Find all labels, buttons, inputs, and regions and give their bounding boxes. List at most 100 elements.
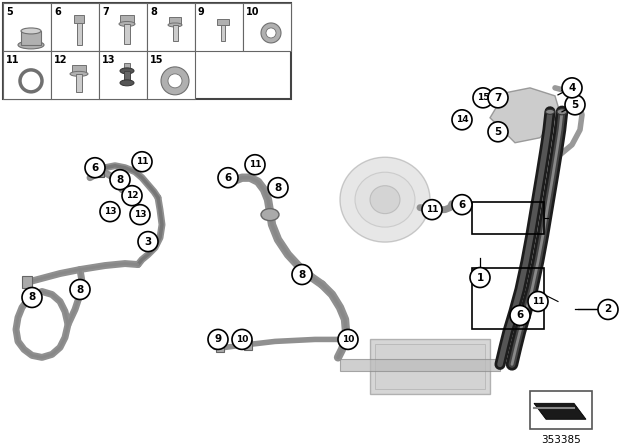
Ellipse shape [340, 157, 430, 242]
Bar [195, 3, 243, 51]
Bar [124, 24, 130, 44]
Bar [375, 345, 485, 389]
Ellipse shape [119, 22, 135, 26]
Bar [96, 171, 104, 177]
Bar [51, 3, 99, 51]
Text: 7: 7 [102, 7, 109, 17]
Circle shape [208, 329, 228, 349]
Text: 8: 8 [28, 293, 36, 302]
Circle shape [292, 265, 312, 284]
Text: 353385: 353385 [541, 435, 581, 445]
Circle shape [473, 88, 493, 108]
Text: 7: 7 [494, 93, 502, 103]
Bar [173, 25, 177, 41]
Circle shape [245, 155, 265, 175]
Text: 12: 12 [54, 55, 67, 65]
Bar [221, 25, 225, 41]
Polygon shape [490, 88, 560, 143]
Text: 15: 15 [477, 93, 489, 102]
Bar [147, 3, 195, 51]
Ellipse shape [120, 80, 134, 86]
Circle shape [510, 306, 530, 325]
Bar [216, 342, 224, 353]
Circle shape [422, 200, 442, 220]
Circle shape [138, 232, 158, 252]
Text: 1: 1 [476, 272, 484, 283]
Circle shape [261, 23, 281, 43]
Circle shape [528, 292, 548, 311]
Text: 5: 5 [572, 100, 579, 110]
Bar [77, 23, 81, 45]
Text: 13: 13 [104, 207, 116, 216]
Bar [472, 267, 544, 329]
Ellipse shape [557, 109, 567, 115]
Text: 2: 2 [604, 305, 612, 314]
Text: 15: 15 [150, 55, 163, 65]
Circle shape [598, 300, 618, 319]
Circle shape [562, 78, 582, 98]
Text: 11: 11 [249, 160, 261, 169]
Ellipse shape [120, 68, 134, 74]
Text: 6: 6 [225, 172, 232, 183]
Text: 8: 8 [275, 183, 282, 193]
Bar [3, 3, 51, 51]
Polygon shape [534, 403, 586, 419]
Text: 10: 10 [342, 335, 354, 344]
Bar [99, 51, 147, 99]
Circle shape [161, 67, 189, 95]
Text: 10: 10 [236, 335, 248, 344]
Circle shape [452, 195, 472, 215]
Circle shape [122, 185, 142, 206]
Circle shape [22, 288, 42, 307]
Bar [21, 31, 41, 45]
Circle shape [20, 70, 42, 92]
Text: 3: 3 [145, 237, 152, 246]
Bar [370, 340, 490, 394]
Ellipse shape [545, 109, 554, 114]
Bar [99, 3, 147, 51]
Text: 6: 6 [92, 163, 99, 173]
Circle shape [565, 95, 585, 115]
Circle shape [168, 74, 182, 88]
Bar [74, 15, 84, 23]
Text: 11: 11 [6, 55, 19, 65]
Text: 6: 6 [458, 200, 466, 210]
Circle shape [338, 329, 358, 349]
Bar [243, 3, 291, 51]
Bar [530, 392, 592, 429]
Text: 10: 10 [246, 7, 259, 17]
Text: 8: 8 [298, 270, 306, 280]
Text: 9: 9 [198, 7, 205, 17]
Bar [22, 276, 32, 288]
Bar [3, 3, 291, 99]
Bar [51, 51, 99, 99]
Circle shape [70, 280, 90, 300]
Text: 11: 11 [136, 157, 148, 166]
Bar [124, 71, 130, 83]
Text: 11: 11 [532, 297, 544, 306]
Bar [72, 65, 86, 74]
Text: 5: 5 [494, 127, 502, 137]
Text: 8: 8 [76, 284, 84, 294]
Ellipse shape [261, 209, 279, 220]
Text: 13: 13 [134, 210, 147, 219]
Circle shape [470, 267, 490, 288]
Circle shape [488, 88, 508, 108]
Bar [124, 63, 130, 71]
Circle shape [110, 170, 130, 190]
Text: 5: 5 [6, 7, 13, 17]
Circle shape [132, 152, 152, 172]
Ellipse shape [370, 185, 400, 214]
Circle shape [268, 178, 288, 198]
Text: 9: 9 [214, 334, 221, 345]
Circle shape [100, 202, 120, 222]
Ellipse shape [21, 28, 41, 34]
Text: 8: 8 [150, 7, 157, 17]
Bar [169, 17, 181, 25]
Text: 14: 14 [456, 115, 468, 124]
Circle shape [130, 205, 150, 224]
Bar [244, 340, 252, 350]
Bar [340, 359, 500, 371]
Ellipse shape [168, 23, 182, 27]
Text: 8: 8 [116, 175, 124, 185]
